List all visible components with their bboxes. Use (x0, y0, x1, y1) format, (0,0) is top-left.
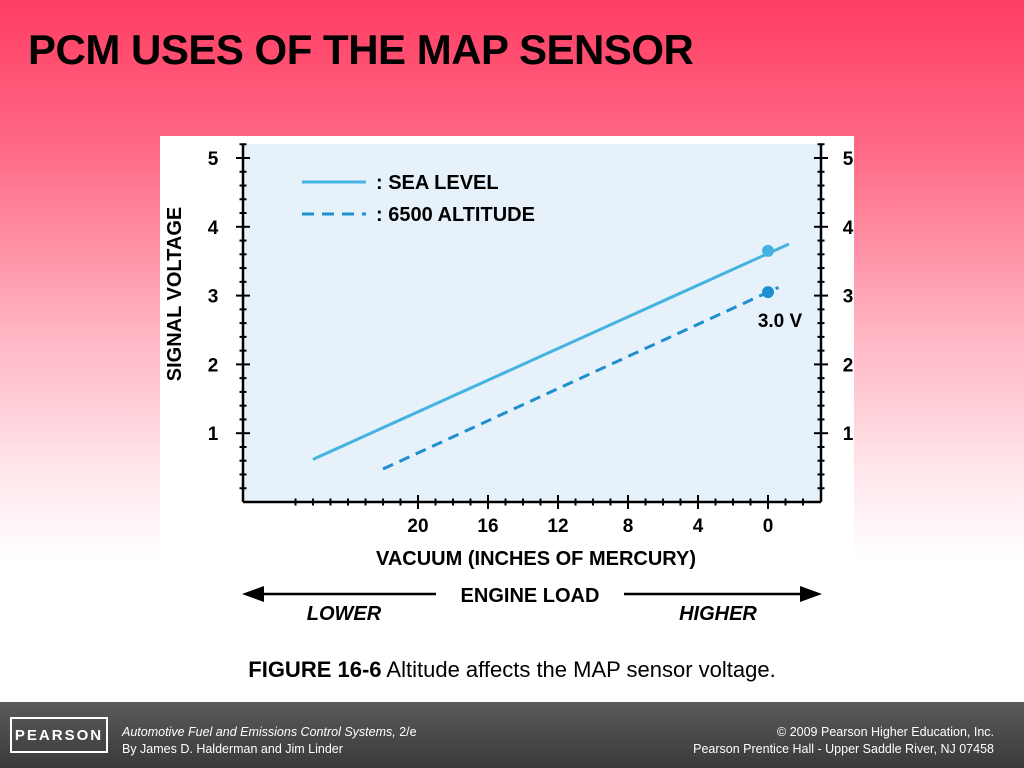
series-layer (312, 242, 790, 471)
y-tick-label-left: 5 (208, 149, 219, 170)
engine-load-arrow: ENGINE LOAD LOWER HIGHER (242, 585, 822, 625)
lower-load-label: LOWER (307, 603, 382, 625)
sea-level-series-line (312, 242, 790, 461)
copyright: © 2009 Pearson Higher Education, Inc. (777, 725, 994, 739)
y-axis-label: SIGNAL VOLTAGE (164, 207, 186, 381)
figure-description: Altitude affects the MAP sensor voltage. (381, 657, 776, 682)
footer-bar: PEARSON Automotive Fuel and Emissions Co… (0, 702, 1024, 768)
sea-level-marker-point (762, 244, 774, 257)
engine-load-label: ENGINE LOAD (461, 585, 600, 607)
x-tick-label: 12 (547, 516, 568, 537)
x-axis-label: VACUUM (INCHES OF MERCURY) (376, 548, 696, 570)
map-voltage-figure: 1 1 2 2 3 3 4 4 5 5 20 16 12 8 4 0 : SEA LEVEL: 6500 AL… (160, 136, 854, 640)
slide-title: PCM USES OF THE MAP SENSOR (28, 26, 694, 73)
pearson-logo: PEARSON (10, 717, 108, 753)
legend-entry-label: : SEA LEVEL (376, 172, 499, 194)
altitude-marker-point (762, 286, 774, 299)
book-title: Automotive Fuel and Emissions Control Sy… (122, 725, 396, 739)
arrow-right-icon (800, 586, 822, 602)
y-tick-label-left: 3 (208, 287, 219, 308)
y-tick-label-right: 5 (843, 149, 854, 170)
figure-lower-background (160, 516, 854, 640)
y-tick-label-right: 3 (843, 287, 854, 308)
figure-caption: FIGURE 16-6 Altitude affects the MAP sen… (0, 657, 1024, 683)
altitude-series-line (382, 285, 780, 471)
authors: By James D. Halderman and Jim Linder (122, 742, 343, 756)
axes: 1 12 23 34 45 520 16 12 8 4 0 (208, 143, 854, 537)
y-tick-label-right: 1 (843, 424, 854, 445)
arrow-left-icon (242, 586, 264, 602)
legend-entry-label: : 6500 ALTITUDE (376, 204, 535, 226)
book-info-line: Automotive Fuel and Emissions Control Sy… (122, 725, 417, 739)
x-tick-label: 16 (477, 516, 498, 537)
higher-load-label: HIGHER (679, 603, 757, 625)
y-tick-label-left: 2 (208, 355, 219, 376)
y-tick-label-left: 1 (208, 424, 219, 445)
y-tick-label-left: 4 (208, 218, 219, 239)
y-tick-label-right: 2 (843, 355, 854, 376)
altitude-voltage-chart: 1 12 23 34 45 520 16 12 8 4 0 : SEA LEVEL: 6500 AL… (160, 136, 854, 640)
x-tick-label: 20 (407, 516, 428, 537)
x-tick-label: 8 (623, 516, 634, 537)
y-tick-label-right: 4 (843, 218, 854, 239)
x-tick-label: 0 (763, 516, 774, 537)
voltage-annotation: 3.0 V (758, 311, 803, 332)
legend: : SEA LEVEL : 6500 ALTITUDE (302, 172, 535, 226)
publisher: Pearson Prentice Hall - Upper Saddle Riv… (693, 742, 994, 756)
figure-number: FIGURE 16-6 (248, 657, 382, 682)
x-tick-label: 4 (693, 516, 704, 537)
plot-area (243, 144, 821, 502)
book-edition: 2/e (395, 725, 417, 739)
